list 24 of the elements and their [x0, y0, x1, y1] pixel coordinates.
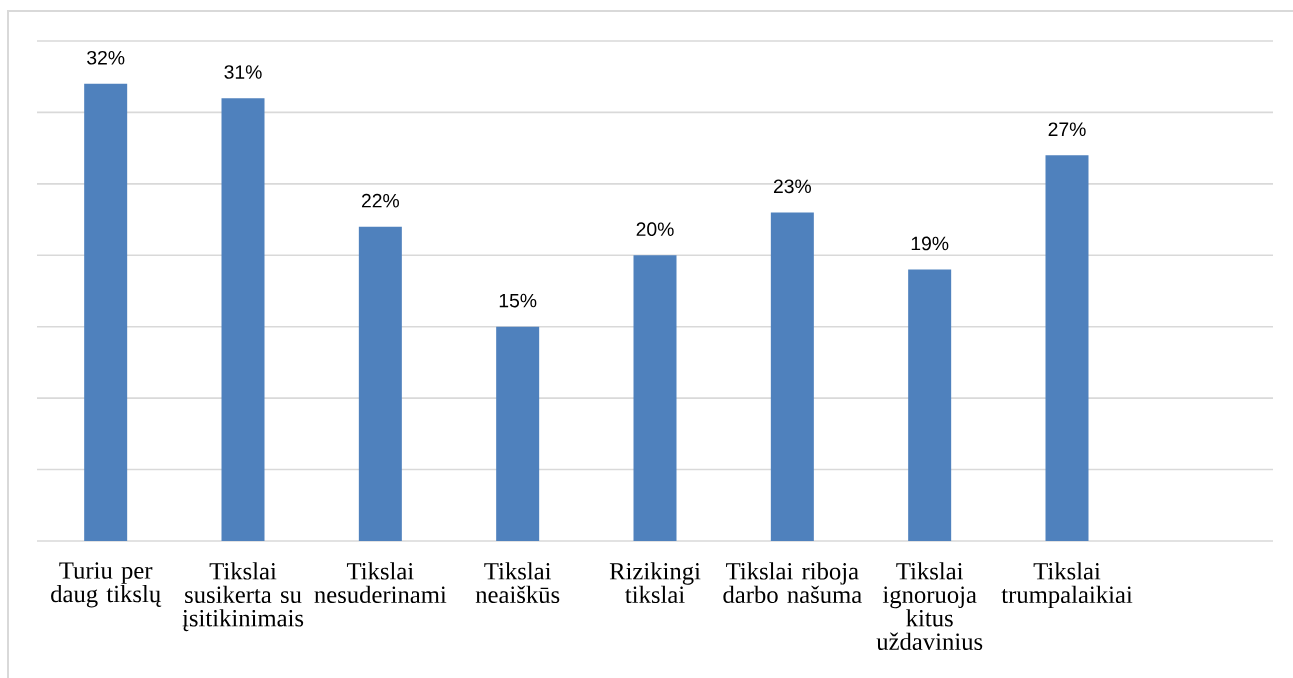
data-label: 19% [911, 236, 949, 251]
bar [633, 255, 677, 541]
x-tick-label: Tikslai susikerta su įsitikinimais [182, 562, 304, 632]
data-label: 31% [224, 65, 262, 79]
bar [770, 212, 814, 541]
data-label: 27% [1048, 122, 1086, 136]
data-label: 23% [773, 179, 812, 194]
x-tick-label: Tikslai neaiškūs [475, 562, 560, 604]
bar [221, 98, 265, 541]
bar [496, 326, 540, 541]
data-label: 32% [87, 50, 125, 65]
x-tick-label: Tikslai trumpalaikiai [1001, 562, 1133, 609]
x-tick-label: Tikslai nesuderinami [314, 562, 447, 604]
bar [1045, 155, 1089, 541]
data-label: 15% [499, 293, 537, 308]
bar [908, 269, 952, 541]
x-tick-label: Rizikingi tikslai [609, 562, 701, 604]
x-tick-label: Tikslai ignoruoja kitus uždavinius [876, 562, 983, 651]
x-tick-label: Turiu per daug tikslų [51, 562, 162, 608]
data-label: 20% [636, 222, 674, 237]
x-tick-label: Tikslai riboja darbo našuma [723, 562, 862, 604]
bar [358, 226, 402, 541]
bar [84, 83, 128, 541]
data-label: 22% [361, 193, 400, 208]
